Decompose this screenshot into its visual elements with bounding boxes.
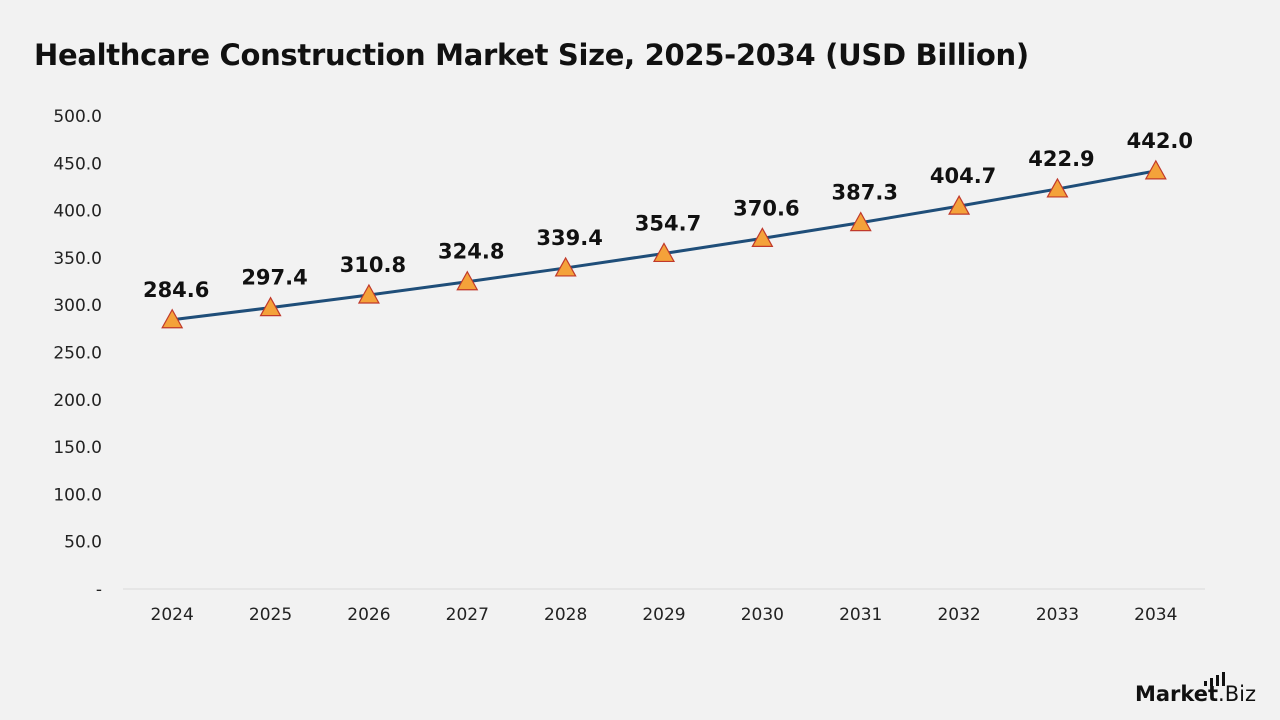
triangle-marker bbox=[259, 296, 282, 317]
y-tick-label: 450.0 bbox=[53, 154, 102, 174]
y-tick-label: 50.0 bbox=[64, 533, 102, 553]
x-tick-label: 2026 bbox=[347, 605, 390, 625]
x-tick-label: 2025 bbox=[249, 605, 292, 625]
y-tick-label: 200.0 bbox=[53, 391, 102, 411]
x-tick-label: 2030 bbox=[741, 605, 784, 625]
y-axis: - 50.0 100.0 150.0 200.0 250.0 300.0 350.0 400.0… bbox=[53, 107, 102, 600]
data-label: 339.4 bbox=[536, 226, 602, 250]
triangle-marker bbox=[948, 194, 971, 215]
x-axis: 2024 2025 2026 2027 2028 2029 2030 2031 2032 2033… bbox=[123, 588, 1205, 625]
x-tick-label: 2031 bbox=[839, 605, 882, 625]
y-tick-label: 400.0 bbox=[53, 202, 102, 222]
triangle-marker bbox=[161, 308, 184, 329]
data-label: 310.8 bbox=[340, 253, 406, 277]
brand-logo: Market .Biz bbox=[1134, 672, 1256, 706]
data-label: 354.7 bbox=[635, 211, 701, 235]
data-label: 404.7 bbox=[930, 164, 996, 188]
y-tick-label: - bbox=[96, 580, 102, 600]
data-label: 387.3 bbox=[832, 181, 898, 205]
triangle-marker bbox=[1144, 159, 1167, 180]
triangle-marker bbox=[357, 283, 380, 304]
signal-bars-icon bbox=[1203, 672, 1225, 686]
y-tick-label: 100.0 bbox=[53, 485, 102, 505]
brand-suffix: .Biz bbox=[1218, 682, 1256, 706]
data-label: 324.8 bbox=[438, 240, 504, 264]
data-label: 370.6 bbox=[733, 196, 799, 220]
x-tick-label: 2028 bbox=[544, 605, 587, 625]
y-tick-label: 500.0 bbox=[53, 107, 102, 127]
brand-name: Market bbox=[1134, 682, 1219, 706]
x-tick-label: 2033 bbox=[1036, 605, 1079, 625]
triangle-marker bbox=[456, 270, 479, 291]
chart-title: Healthcare Construction Market Size, 202… bbox=[34, 38, 1029, 72]
data-label: 442.0 bbox=[1127, 129, 1193, 153]
markers-group bbox=[161, 159, 1167, 329]
triangle-marker bbox=[849, 211, 872, 232]
x-tick-label: 2027 bbox=[446, 605, 489, 625]
y-tick-label: 250.0 bbox=[53, 344, 102, 364]
triangle-marker bbox=[751, 227, 774, 248]
data-label: 284.6 bbox=[143, 278, 209, 302]
data-label: 297.4 bbox=[241, 266, 307, 290]
x-tick-label: 2034 bbox=[1134, 605, 1177, 625]
x-tick-label: 2024 bbox=[151, 605, 194, 625]
x-tick-label: 2032 bbox=[937, 605, 980, 625]
triangle-marker bbox=[652, 242, 676, 263]
triangle-marker bbox=[554, 256, 577, 277]
y-tick-label: 300.0 bbox=[53, 296, 102, 316]
x-tick-label: 2029 bbox=[642, 605, 685, 625]
triangle-marker bbox=[1046, 177, 1069, 198]
data-label: 422.9 bbox=[1028, 147, 1094, 171]
data-labels-group: 284.6 297.4 310.8 324.8 339.4 354.7 370.6 387.3… bbox=[143, 129, 1193, 302]
y-tick-label: 350.0 bbox=[53, 249, 102, 269]
y-tick-label: 150.0 bbox=[53, 438, 102, 458]
